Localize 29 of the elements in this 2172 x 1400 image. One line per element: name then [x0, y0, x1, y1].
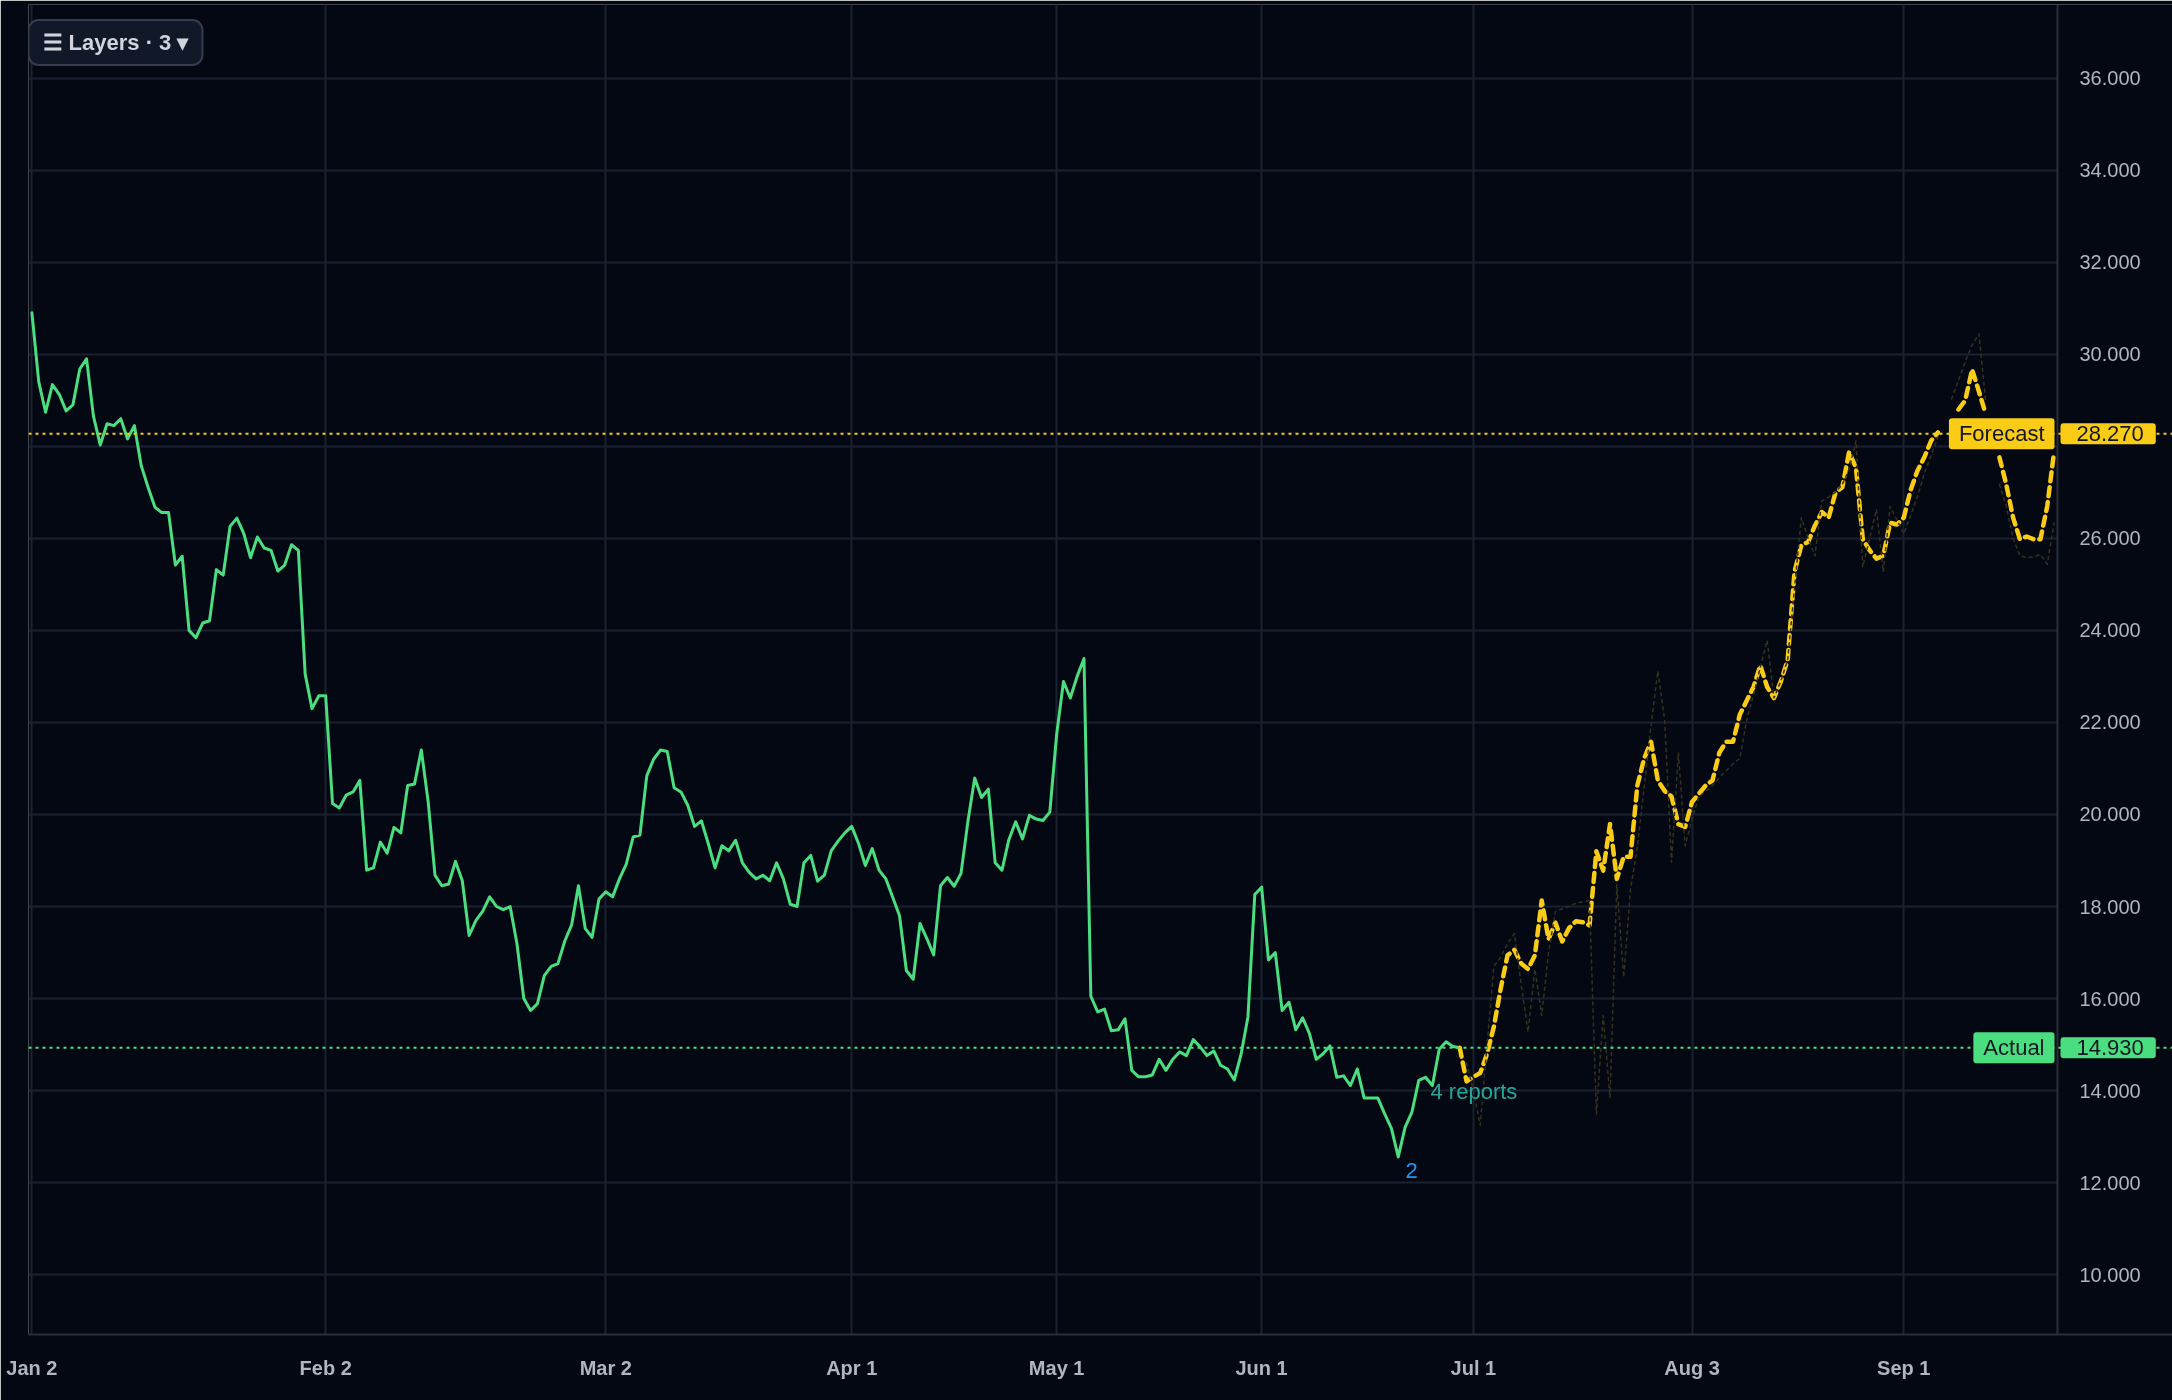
- y-tick-label: 10.000: [2079, 1263, 2141, 1286]
- x-tick-label: Aug 3: [1664, 1356, 1720, 1379]
- annotation: 14.930: [2076, 1035, 2144, 1061]
- y-tick-label: 18.000: [2079, 895, 2141, 918]
- y-tick-label: 24.000: [2079, 619, 2141, 642]
- y-tick-label: 32.000: [2079, 251, 2141, 274]
- y-tick-label: 20.000: [2079, 803, 2141, 826]
- x-tick-label: Jan 2: [6, 1356, 58, 1379]
- x-tick-label: Jun 1: [1235, 1356, 1288, 1379]
- ref-line-label: Actual: [1983, 1035, 2045, 1061]
- y-tick-label: 22.000: [2079, 711, 2141, 734]
- y-tick-label: 12.000: [2079, 1171, 2141, 1194]
- annotation: 28.270: [2076, 421, 2144, 447]
- annotation: ☰ Layers · 3 ▾: [42, 30, 190, 55]
- y-tick-label: 30.000: [2079, 343, 2141, 366]
- x-tick-label: May 1: [1028, 1356, 1085, 1379]
- y-tick-label: 16.000: [2079, 987, 2141, 1010]
- y-tick-label: 14.000: [2079, 1079, 2141, 1102]
- x-tick-label: Feb 2: [299, 1356, 352, 1379]
- y-tick-label: 36.000: [2079, 67, 2141, 90]
- x-tick-label: Sep 1: [1877, 1356, 1931, 1379]
- x-tick-label: Jul 1: [1450, 1356, 1497, 1379]
- y-tick-label: 26.000: [2079, 527, 2141, 550]
- x-tick-label: Mar 2: [579, 1356, 632, 1379]
- annotation: 4 reports: [1430, 1079, 1518, 1104]
- annotation: 2: [1405, 1158, 1418, 1183]
- ref-line-label: Forecast: [1958, 421, 2045, 447]
- y-tick-label: 34.000: [2079, 159, 2141, 182]
- x-tick-label: Apr 1: [826, 1356, 878, 1379]
